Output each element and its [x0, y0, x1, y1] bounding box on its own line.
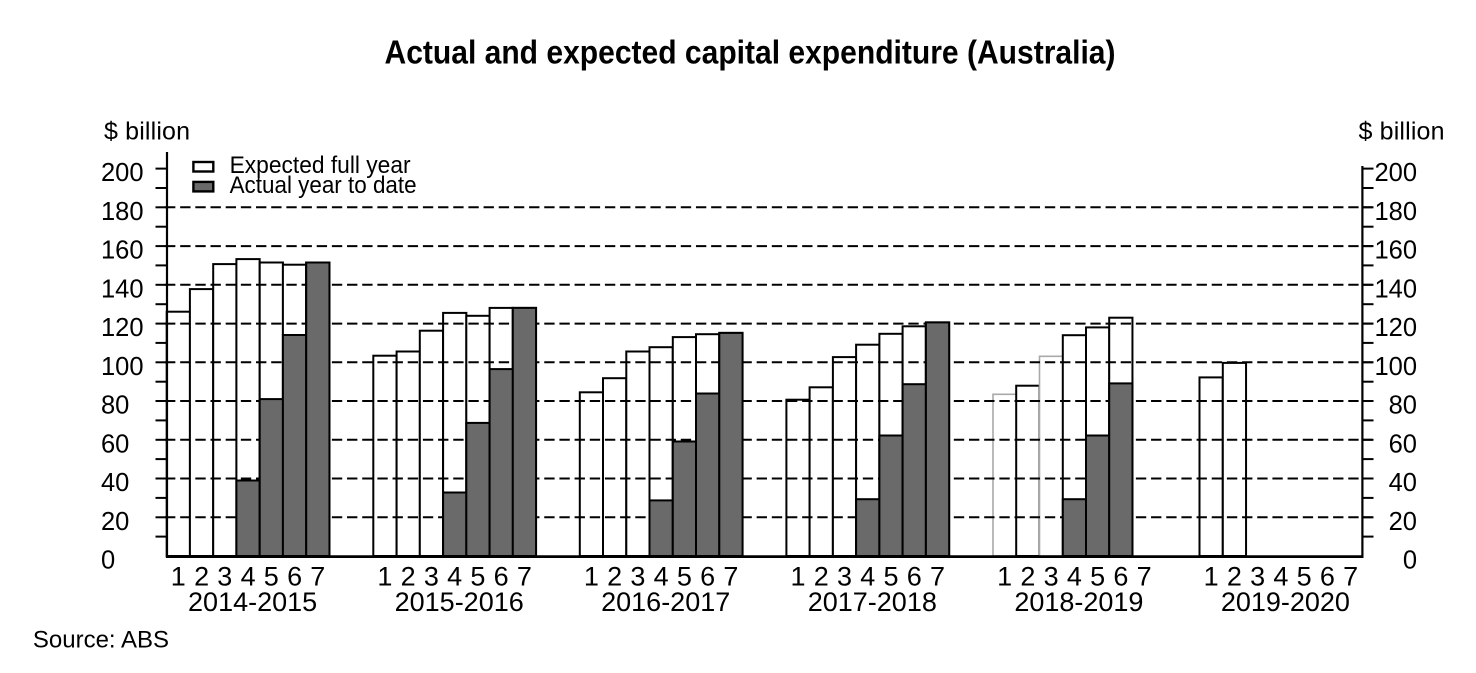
svg-text:7: 7	[723, 562, 738, 592]
svg-text:3: 3	[630, 562, 645, 592]
svg-text:6: 6	[907, 562, 922, 592]
svg-text:4: 4	[654, 562, 669, 592]
svg-text:$ billion: $ billion	[1359, 118, 1445, 146]
svg-text:3: 3	[424, 562, 439, 592]
svg-text:6: 6	[1113, 562, 1128, 592]
svg-text:4: 4	[241, 562, 256, 592]
svg-text:80: 80	[101, 392, 129, 420]
svg-text:6: 6	[700, 562, 715, 592]
svg-text:120: 120	[101, 314, 144, 342]
svg-text:5: 5	[677, 562, 692, 592]
svg-text:40: 40	[101, 469, 129, 497]
svg-text:160: 160	[101, 237, 144, 265]
svg-text:$ billion: $ billion	[104, 118, 190, 146]
svg-text:2014-2015: 2014-2015	[188, 587, 317, 617]
svg-text:1: 1	[997, 562, 1012, 592]
svg-text:2016-2017: 2016-2017	[601, 587, 730, 617]
svg-text:6: 6	[287, 562, 302, 592]
svg-text:180: 180	[101, 198, 144, 226]
svg-text:Expected full year: Expected full year	[230, 152, 411, 179]
svg-text:4: 4	[1067, 562, 1082, 592]
svg-text:6: 6	[494, 562, 509, 592]
svg-text:1: 1	[171, 562, 186, 592]
svg-text:80: 80	[1389, 392, 1417, 420]
svg-text:2: 2	[1227, 562, 1242, 592]
svg-text:2015-2016: 2015-2016	[395, 587, 524, 617]
svg-text:5: 5	[883, 562, 898, 592]
svg-text:5: 5	[1297, 562, 1312, 592]
svg-text:2017-2018: 2017-2018	[808, 587, 937, 617]
svg-text:1: 1	[1204, 562, 1219, 592]
svg-text:2: 2	[194, 562, 209, 592]
svg-text:3: 3	[217, 562, 232, 592]
svg-text:2018-2019: 2018-2019	[1014, 587, 1143, 617]
svg-text:4: 4	[447, 562, 462, 592]
svg-text:1: 1	[377, 562, 392, 592]
svg-text:Actual year to date: Actual year to date	[230, 172, 417, 199]
svg-text:140: 140	[1374, 275, 1417, 303]
svg-text:100: 100	[101, 353, 144, 381]
svg-text:2: 2	[401, 562, 416, 592]
svg-text:60: 60	[101, 430, 129, 458]
svg-text:60: 60	[1389, 430, 1417, 458]
svg-text:40: 40	[1389, 469, 1417, 497]
svg-text:0: 0	[1403, 547, 1417, 575]
svg-text:20: 20	[1389, 508, 1417, 536]
svg-text:4: 4	[1273, 562, 1288, 592]
svg-text:4: 4	[860, 562, 875, 592]
svg-text:0: 0	[101, 547, 115, 575]
svg-text:180: 180	[1374, 198, 1417, 226]
svg-text:1: 1	[584, 562, 599, 592]
svg-text:7: 7	[1137, 562, 1152, 592]
svg-text:7: 7	[930, 562, 945, 592]
svg-text:6: 6	[1320, 562, 1335, 592]
svg-text:5: 5	[470, 562, 485, 592]
svg-text:Actual and expected capital ex: Actual and expected capital expenditure …	[385, 34, 1116, 71]
svg-text:3: 3	[1250, 562, 1265, 592]
svg-text:2: 2	[607, 562, 622, 592]
svg-text:200: 200	[101, 159, 144, 187]
svg-text:200: 200	[1374, 159, 1417, 187]
svg-text:160: 160	[1374, 237, 1417, 265]
svg-text:100: 100	[1374, 353, 1417, 381]
svg-text:5: 5	[264, 562, 279, 592]
svg-text:3: 3	[1044, 562, 1059, 592]
svg-text:2: 2	[814, 562, 829, 592]
svg-text:20: 20	[101, 508, 129, 536]
svg-text:3: 3	[837, 562, 852, 592]
svg-text:140: 140	[101, 275, 144, 303]
svg-text:120: 120	[1374, 314, 1417, 342]
svg-text:Source: ABS: Source: ABS	[33, 627, 169, 654]
svg-text:7: 7	[1343, 562, 1358, 592]
svg-text:2019-2020: 2019-2020	[1221, 587, 1350, 617]
svg-text:7: 7	[517, 562, 532, 592]
svg-text:2: 2	[1020, 562, 1035, 592]
svg-text:1: 1	[790, 562, 805, 592]
svg-text:7: 7	[310, 562, 325, 592]
svg-text:5: 5	[1090, 562, 1105, 592]
